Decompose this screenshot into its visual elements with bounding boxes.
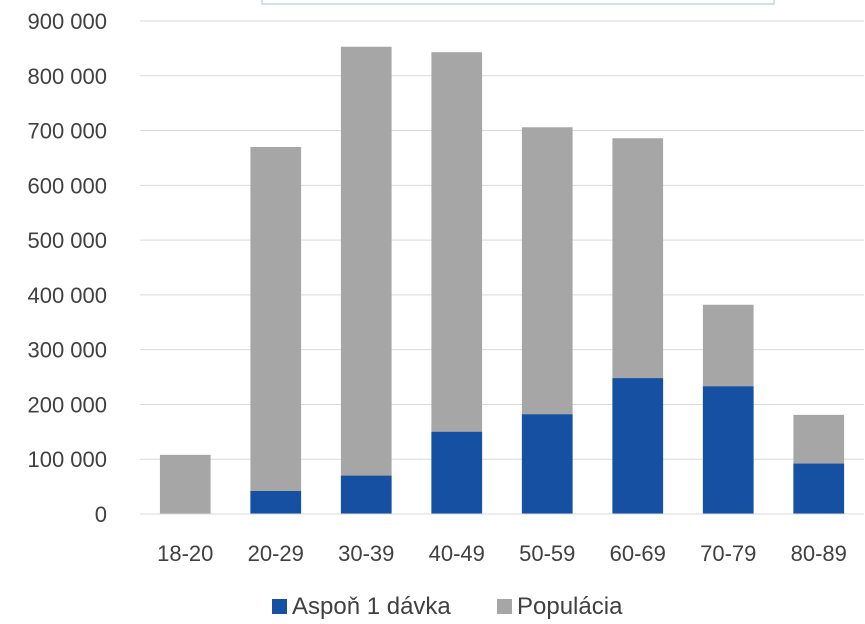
x-tick-label: 30-39 — [338, 541, 394, 566]
y-tick-label: 800 000 — [27, 64, 107, 89]
y-tick-label: 500 000 — [27, 228, 107, 253]
x-axis-ticks: 18-20 20-29 30-39 40-49 50-59 60-69 70-79 80-89 — [157, 541, 847, 566]
x-tick-label: 40-49 — [429, 541, 485, 566]
x-tick-label: 50-59 — [519, 541, 575, 566]
y-tick-label: 700 000 — [27, 119, 107, 144]
y-tick-label: 900 000 — [27, 9, 107, 34]
bar — [159, 454, 211, 514]
x-tick-label: 60-69 — [610, 541, 666, 566]
bar — [340, 475, 392, 514]
bar — [521, 414, 573, 514]
y-tick-label: 300 000 — [27, 338, 107, 363]
y-tick-label: 200 000 — [27, 392, 107, 417]
legend: Aspoň 1 dávka Populácia — [272, 593, 623, 620]
y-tick-label: 100 000 — [27, 447, 107, 472]
bar — [250, 146, 302, 514]
title-box — [261, 0, 775, 5]
bar — [612, 378, 664, 514]
bars — [159, 46, 845, 515]
legend-swatch — [497, 599, 512, 614]
y-tick-label: 600 000 — [27, 173, 107, 198]
y-tick-label: 400 000 — [27, 283, 107, 308]
legend-label: Populácia — [517, 593, 623, 620]
x-tick-label: 18-20 — [157, 541, 213, 566]
bar — [431, 431, 483, 514]
y-tick-label: 0 — [95, 502, 107, 527]
x-tick-label: 20-29 — [248, 541, 304, 566]
x-tick-label: 80-89 — [791, 541, 847, 566]
bar — [340, 46, 392, 515]
y-axis-ticks: 0 100 000 200 000 300 000 400 000 500 000 600 … — [27, 9, 107, 527]
bar — [250, 490, 302, 514]
legend-label: Aspoň 1 dávka — [292, 593, 451, 620]
legend-swatch — [272, 599, 287, 614]
bar — [702, 386, 754, 514]
x-tick-label: 70-79 — [700, 541, 756, 566]
bar — [793, 463, 845, 514]
